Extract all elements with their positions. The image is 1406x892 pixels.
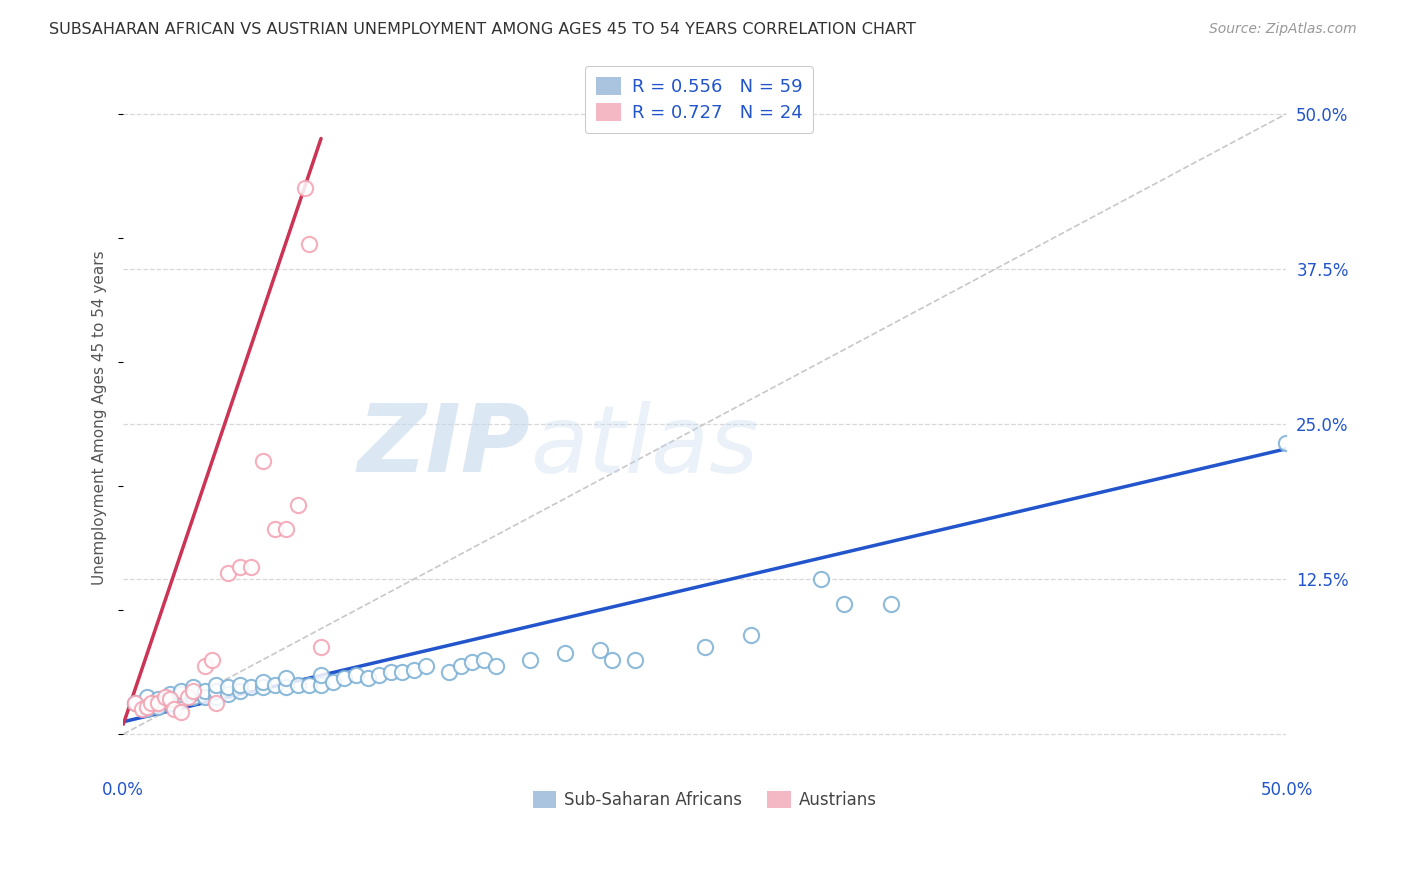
Point bbox=[484, 659, 506, 673]
Point bbox=[205, 677, 228, 691]
Point bbox=[309, 640, 332, 655]
Point bbox=[298, 237, 321, 252]
Point bbox=[228, 677, 250, 691]
Point bbox=[135, 690, 157, 704]
Point bbox=[322, 675, 344, 690]
Point bbox=[159, 696, 181, 710]
Point bbox=[415, 659, 437, 673]
Point bbox=[163, 702, 186, 716]
Text: SUBSAHARAN AFRICAN VS AUSTRIAN UNEMPLOYMENT AMONG AGES 45 TO 54 YEARS CORRELATIO: SUBSAHARAN AFRICAN VS AUSTRIAN UNEMPLOYM… bbox=[49, 22, 917, 37]
Point bbox=[287, 498, 309, 512]
Point bbox=[294, 181, 316, 195]
Point bbox=[519, 653, 541, 667]
Point bbox=[287, 677, 309, 691]
Point bbox=[194, 659, 217, 673]
Text: ZIP: ZIP bbox=[357, 400, 530, 492]
Point bbox=[240, 559, 263, 574]
Point bbox=[356, 671, 378, 685]
Point bbox=[240, 680, 263, 694]
Text: Source: ZipAtlas.com: Source: ZipAtlas.com bbox=[1209, 22, 1357, 37]
Point bbox=[740, 628, 762, 642]
Point bbox=[181, 686, 204, 700]
Point bbox=[170, 705, 193, 719]
Point bbox=[217, 680, 239, 694]
Point bbox=[437, 665, 460, 679]
Point bbox=[153, 690, 176, 704]
Point bbox=[252, 454, 274, 468]
Point bbox=[368, 667, 391, 681]
Point bbox=[148, 696, 170, 710]
Point bbox=[554, 647, 576, 661]
Point bbox=[159, 688, 181, 702]
Point bbox=[263, 677, 285, 691]
Point bbox=[276, 671, 298, 685]
Point bbox=[159, 690, 181, 704]
Point bbox=[135, 699, 157, 714]
Point bbox=[404, 663, 426, 677]
Point bbox=[450, 659, 472, 673]
Point bbox=[1275, 435, 1298, 450]
Point bbox=[298, 677, 321, 691]
Point bbox=[217, 566, 239, 580]
Point bbox=[263, 523, 285, 537]
Point bbox=[170, 688, 193, 702]
Point bbox=[228, 559, 250, 574]
Point bbox=[252, 680, 274, 694]
Point bbox=[391, 665, 413, 679]
Point bbox=[201, 653, 224, 667]
Point bbox=[205, 683, 228, 698]
Point bbox=[124, 696, 146, 710]
Point bbox=[276, 523, 298, 537]
Point bbox=[276, 680, 298, 694]
Point bbox=[309, 667, 332, 681]
Point bbox=[181, 680, 204, 694]
Point bbox=[159, 692, 181, 706]
Y-axis label: Unemployment Among Ages 45 to 54 years: Unemployment Among Ages 45 to 54 years bbox=[93, 251, 107, 585]
Point bbox=[810, 572, 832, 586]
Point bbox=[181, 683, 204, 698]
Point bbox=[170, 692, 193, 706]
Point bbox=[344, 667, 367, 681]
Point bbox=[600, 653, 623, 667]
Point bbox=[309, 677, 332, 691]
Point bbox=[194, 683, 217, 698]
Point bbox=[252, 675, 274, 690]
Point bbox=[380, 665, 402, 679]
Point bbox=[181, 690, 204, 704]
Point bbox=[461, 655, 484, 669]
Point bbox=[141, 696, 163, 710]
Point bbox=[124, 696, 146, 710]
Point bbox=[834, 597, 856, 611]
Legend: Sub-Saharan Africans, Austrians: Sub-Saharan Africans, Austrians bbox=[526, 785, 884, 816]
Point bbox=[194, 690, 217, 704]
Point bbox=[624, 653, 647, 667]
Point bbox=[333, 671, 356, 685]
Point bbox=[205, 690, 228, 704]
Text: atlas: atlas bbox=[530, 401, 759, 491]
Point bbox=[880, 597, 903, 611]
Point bbox=[148, 692, 170, 706]
Point bbox=[135, 702, 157, 716]
Point bbox=[170, 683, 193, 698]
Point bbox=[217, 688, 239, 702]
Point bbox=[472, 653, 495, 667]
Point bbox=[177, 690, 200, 704]
Point bbox=[228, 683, 250, 698]
Point bbox=[148, 696, 170, 710]
Point bbox=[131, 702, 153, 716]
Point bbox=[148, 699, 170, 714]
Point bbox=[205, 696, 228, 710]
Point bbox=[693, 640, 716, 655]
Point bbox=[589, 642, 612, 657]
